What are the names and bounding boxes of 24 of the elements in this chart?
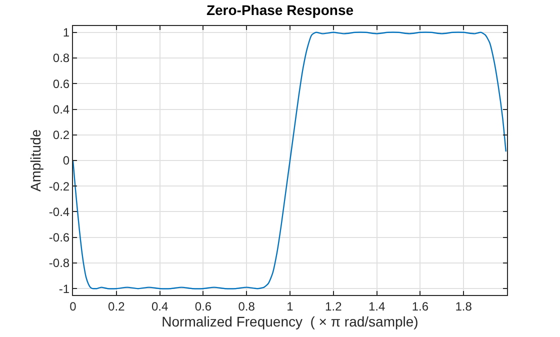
x-tick-label: 0.6: [194, 299, 212, 314]
x-tick-label: 1.6: [412, 299, 429, 314]
y-tick-label: -0.4: [48, 204, 70, 219]
y-tick-label: 0.4: [52, 102, 70, 116]
x-tick-label: 0.2: [108, 299, 126, 314]
y-tick-label: 0.6: [52, 76, 70, 91]
y-tick-label: -1: [58, 282, 70, 296]
y-tick-label: 1: [62, 26, 70, 40]
x-tick-label: 0.4: [151, 299, 168, 314]
y-tick-label: -0.2: [48, 179, 70, 194]
x-tick-label: 1.2: [325, 299, 342, 314]
y-axis-title: Amplitude: [28, 129, 44, 192]
line-series: [73, 32, 507, 290]
x-tick-label: 1.8: [455, 299, 472, 314]
x-tick-label: 1.4: [368, 299, 386, 314]
y-tick-label: 0.2: [52, 128, 70, 142]
chart-title: Zero-Phase Response: [206, 2, 354, 18]
y-tick-label: -0.6: [48, 230, 70, 245]
y-tick-label: 0.8: [52, 51, 70, 66]
x-tick-label: 0.8: [238, 299, 256, 314]
y-tick-label: 0: [62, 154, 70, 168]
x-tick-label: 1: [286, 299, 294, 314]
x-axis-title: Normalized Frequency ( × π rad/sample): [162, 314, 418, 330]
y-tick-label: -0.8: [48, 256, 70, 270]
